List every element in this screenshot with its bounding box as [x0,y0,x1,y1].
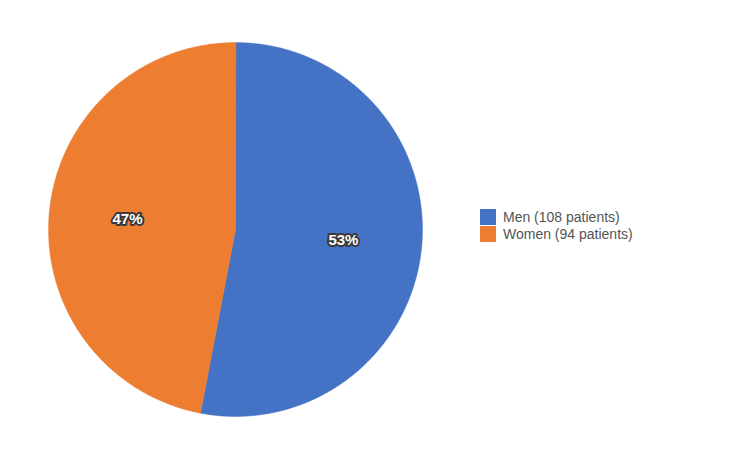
svg-text:47%: 47% [113,210,143,227]
html-text:Women (94 patients): Women (94 patients) [503,225,633,242]
html-text:Men (108 patients): Men (108 patients) [503,208,620,225]
svg-text:53%: 53% [328,231,358,248]
